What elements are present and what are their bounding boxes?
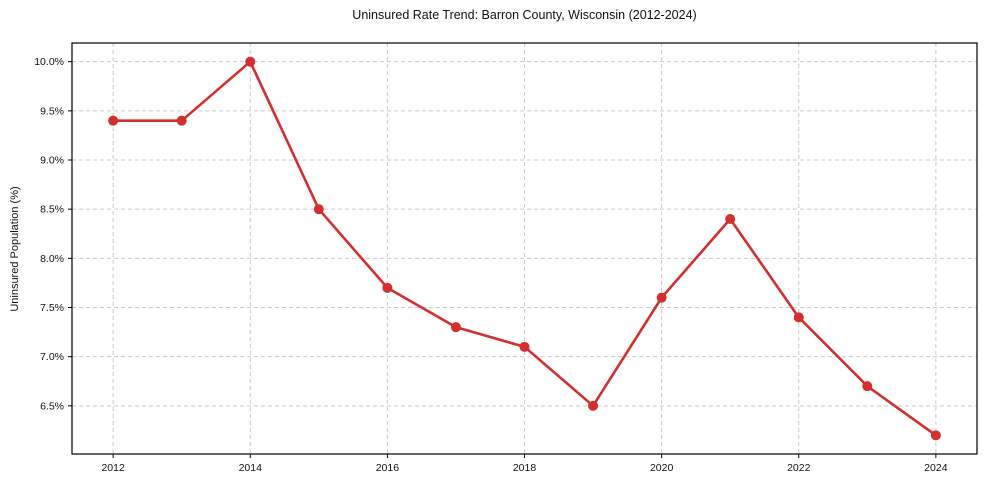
x-tick-label: 2022 [787,462,811,474]
chart-title: Uninsured Rate Trend: Barron County, Wis… [352,8,697,22]
y-tick-label: 6.5% [40,400,64,412]
data-point [313,204,324,215]
y-tick-label: 7.5% [40,302,64,314]
data-point [245,56,256,67]
x-tick-label: 2024 [924,462,948,474]
data-point [725,214,736,225]
x-tick-label: 2018 [513,462,537,474]
x-tick-label: 2012 [101,462,125,474]
y-tick-label: 9.5% [40,105,64,117]
y-tick-label: 8.5% [40,204,64,216]
data-point [450,322,461,333]
x-tick-label: 2020 [650,462,674,474]
data-point [930,430,941,441]
y-tick-label: 9.0% [40,155,64,167]
x-tick-label: 2014 [239,462,263,474]
data-point [108,115,119,126]
y-tick-label: 8.0% [40,253,64,265]
x-tick-label: 2016 [376,462,400,474]
data-point [588,400,599,411]
data-point [862,381,873,392]
y-tick-label: 10.0% [34,56,64,68]
data-point [519,341,530,352]
data-point [793,312,804,323]
y-tick-label: 7.0% [40,351,64,363]
data-point [382,282,393,293]
data-point [176,115,187,126]
data-point [656,292,667,303]
